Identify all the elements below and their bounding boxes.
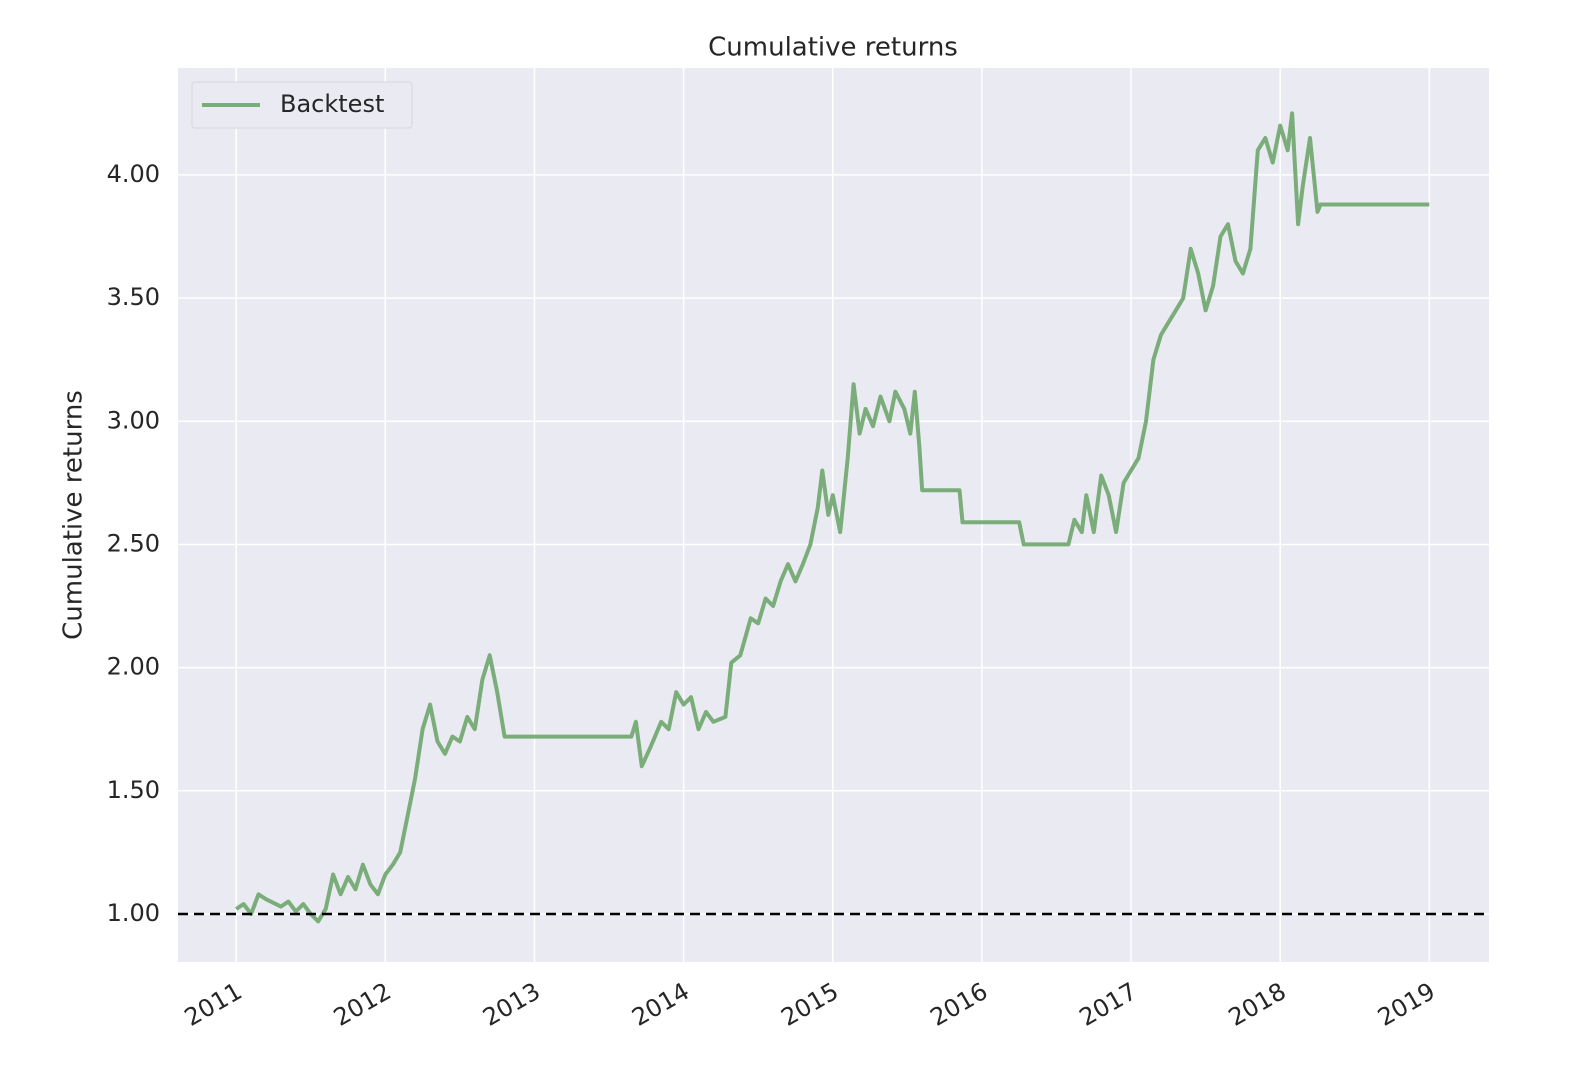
x-tick-label: 2019 <box>1373 977 1440 1032</box>
chart-title: Cumulative returns <box>708 33 958 63</box>
x-tick-label: 2017 <box>1075 977 1142 1032</box>
y-axis-label: Cumulative returns <box>59 390 89 640</box>
line <box>235 111 1430 924</box>
y-tick-label: 3.00 <box>107 406 160 434</box>
x-tick-label: 2011 <box>180 977 247 1032</box>
x-tick-label: 2016 <box>926 977 993 1032</box>
y-tick-label: 2.00 <box>107 653 160 681</box>
y-tick-label: 1.00 <box>107 899 160 927</box>
x-tick-label: 2012 <box>329 977 396 1032</box>
x-tick-label: 2014 <box>627 977 694 1032</box>
y-tick-label: 4.00 <box>107 160 160 188</box>
y-tick-label: 2.50 <box>107 529 160 557</box>
legend-label: Backtest <box>280 90 384 118</box>
x-tick-label: 2013 <box>478 977 545 1032</box>
legend-box <box>191 81 413 129</box>
y-tick-label: 1.50 <box>107 776 160 804</box>
y-tick-label: 3.50 <box>107 283 160 311</box>
x-tick-label: 2015 <box>776 977 843 1032</box>
x-tick-label: 2018 <box>1224 977 1291 1032</box>
